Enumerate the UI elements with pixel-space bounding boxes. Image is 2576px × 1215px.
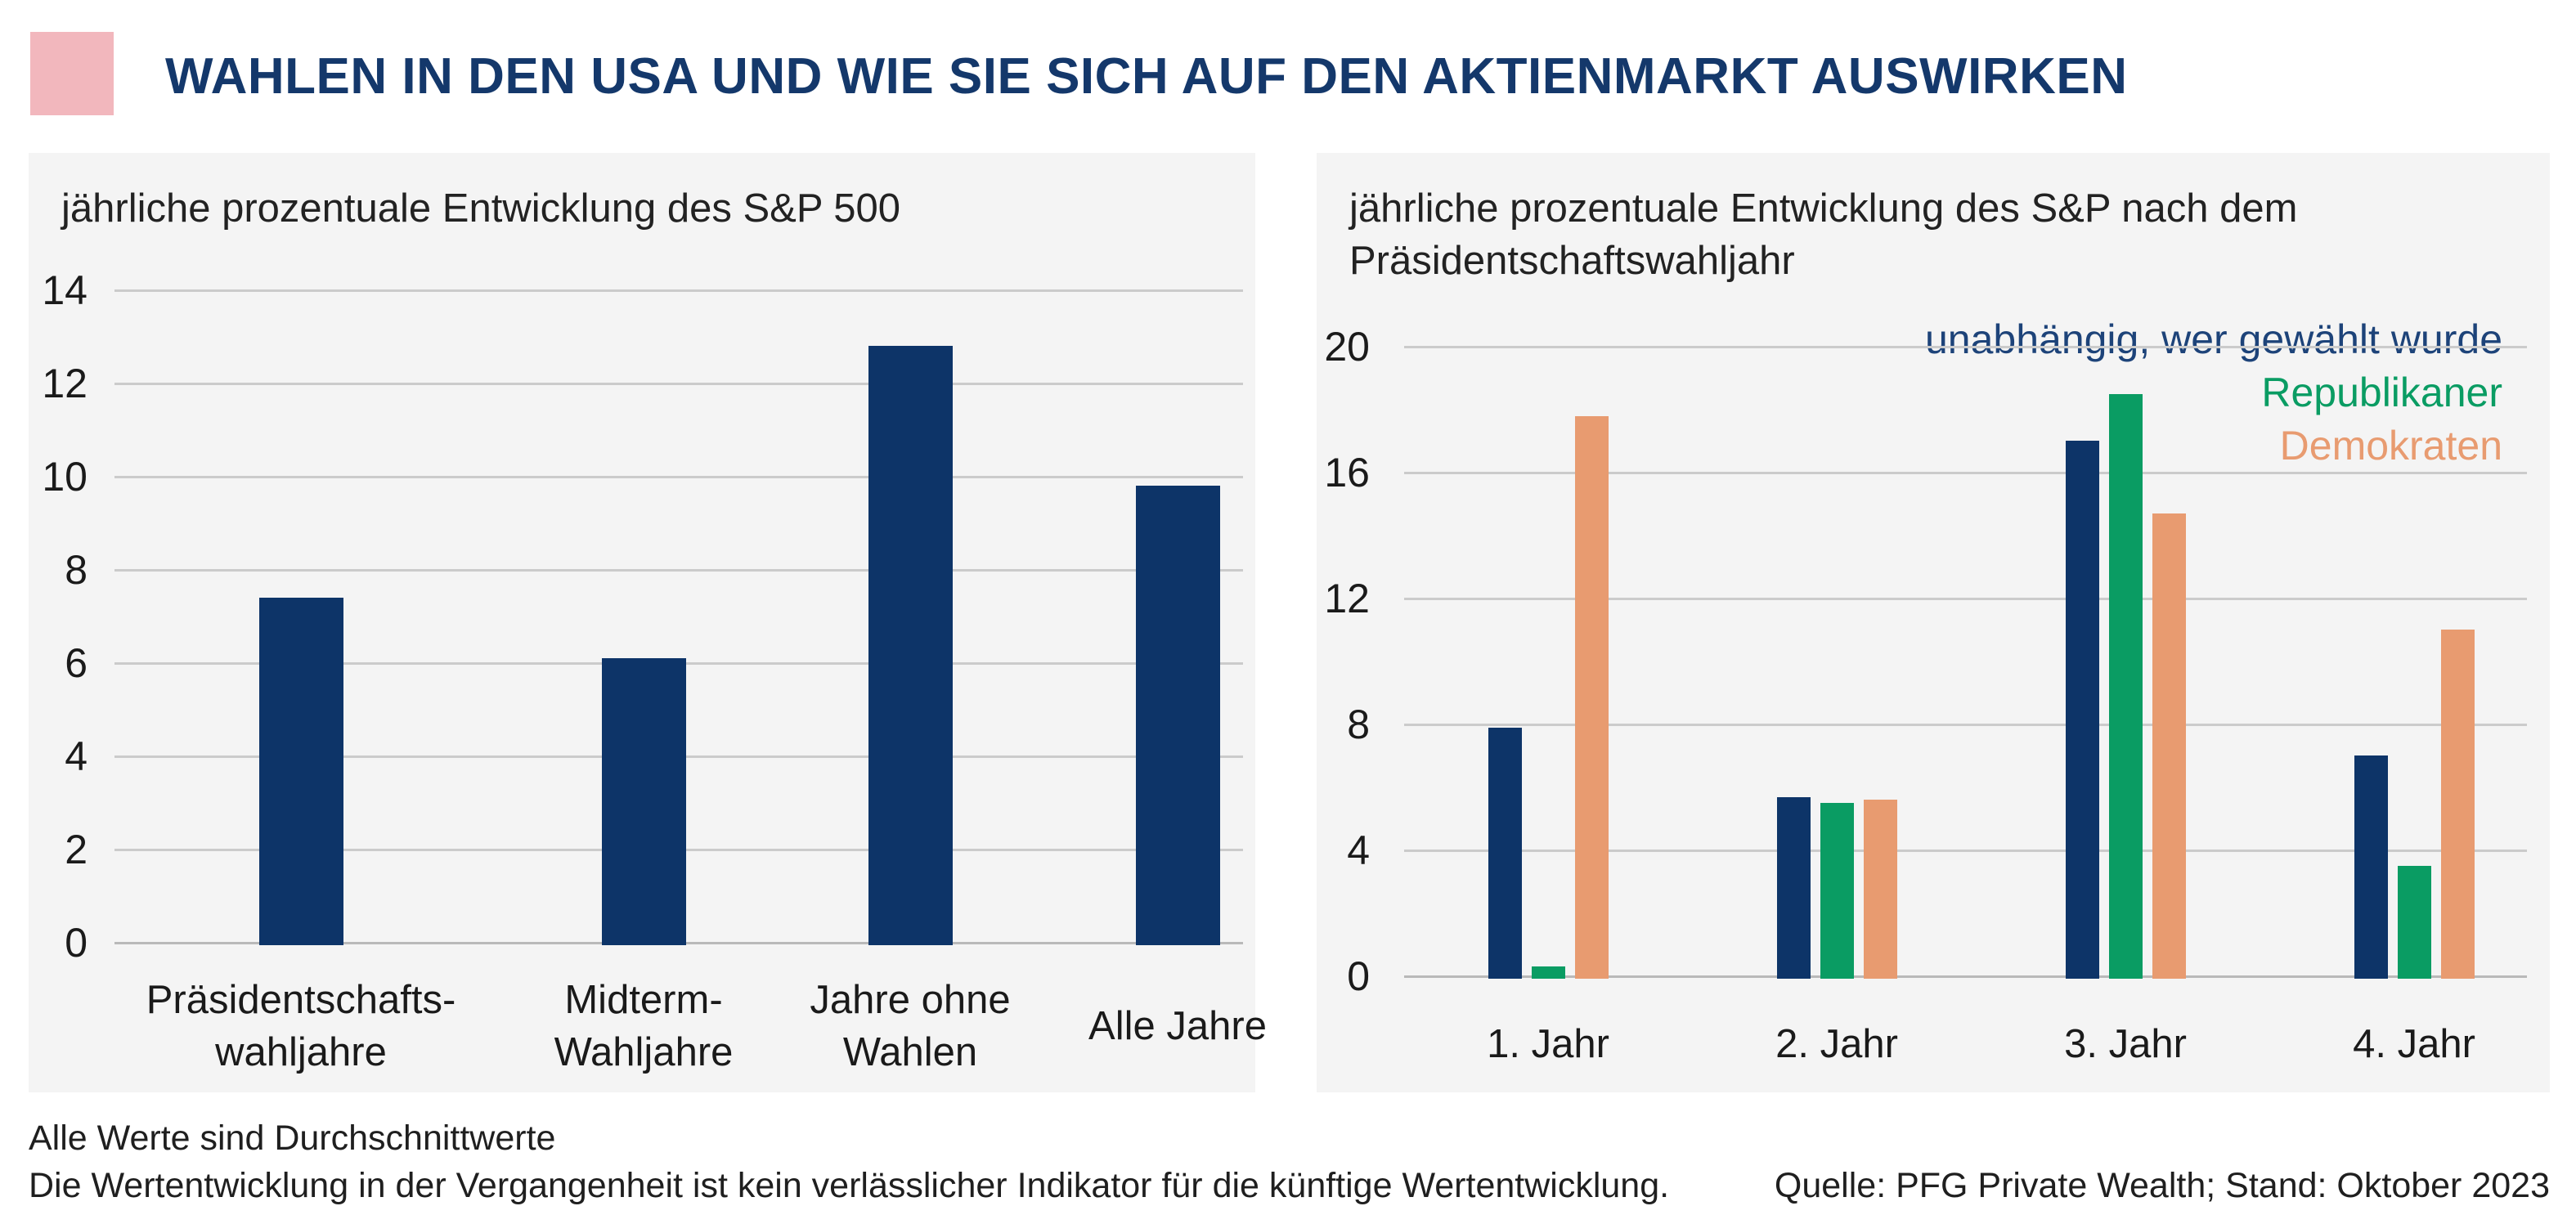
gridline-y-8: [114, 569, 1243, 572]
left-x-label-0: Präsidentschafts-wahljahre: [125, 971, 477, 1082]
footnote-averages: Alle Werte sind Durchschnittwerte: [29, 1119, 556, 1158]
gridline-y-20: [1404, 346, 2527, 348]
left-x-label-line: Wahljahre: [554, 1030, 734, 1074]
gridline-y-4: [1404, 850, 2527, 852]
right-chart-bar-group3-series1: [2397, 866, 2431, 979]
right-chart-bar-group1-series0: [1776, 797, 1811, 979]
y-tick-label-6: 6: [65, 640, 88, 686]
right-chart-bar-group1-series1: [1820, 803, 1854, 979]
right-chart-bar-group1-series2: [1863, 800, 1897, 979]
gridline-y-12: [1404, 598, 2527, 600]
y-tick-label-8: 8: [1347, 702, 1370, 747]
footnote-disclaimer: Die Wertentwicklung in der Vergangenheit…: [29, 1166, 1670, 1205]
y-tick-label-0: 0: [65, 920, 88, 966]
right-chart-bar-group0-series2: [1574, 416, 1609, 979]
gridline-y-10: [114, 476, 1243, 478]
gridline-y-14: [114, 289, 1243, 292]
gridline-y-0: [1404, 975, 2527, 978]
y-tick-label-20: 20: [1324, 324, 1370, 370]
left-chart-bar-3: [1135, 486, 1220, 945]
gridline-y-12: [114, 383, 1243, 385]
left-chart-bar-0: [258, 598, 343, 945]
left-x-label-3: Alle Jahre: [1002, 971, 1353, 1082]
gridline-y-16: [1404, 472, 2527, 474]
legend-entry-2: Demokraten: [2279, 423, 2502, 469]
left-chart-panel: jährliche prozentuale Entwicklung des S&…: [29, 153, 1267, 1092]
y-tick-label-4: 4: [1347, 827, 1370, 873]
left-x-label-line: Midterm-: [564, 978, 723, 1022]
left-x-label-2: Jahre ohne Wahlen: [734, 971, 1086, 1082]
right-chart-bar-group0-series1: [1531, 966, 1565, 979]
left-x-label-1: Midterm- Wahljahre: [468, 971, 819, 1082]
y-tick-label-2: 2: [65, 827, 88, 872]
y-tick-label-4: 4: [65, 733, 88, 779]
right-chart-title-line-2: Präsidentschaftswahljahr: [1349, 239, 1795, 283]
left-chart-bar-2: [868, 346, 953, 945]
page-title: WAHLEN IN DEN USA UND WIE SIE SICH AUF D…: [165, 48, 2128, 105]
y-tick-label-16: 16: [1324, 450, 1370, 495]
right-chart-bar-group2-series2: [2152, 513, 2186, 979]
legend: unabhängig, wer gewählt wurde Republikane…: [1925, 313, 2502, 473]
right-chart-title-line-1: jährliche prozentuale Entwicklung des S&…: [1349, 186, 2298, 231]
left-chart-bar-1: [601, 658, 686, 945]
y-tick-label-14: 14: [42, 267, 88, 313]
left-chart-title: jährliche prozentuale Entwicklung des S&…: [61, 186, 901, 231]
right-chart-bar-group3-series0: [2354, 755, 2388, 979]
y-tick-label-12: 12: [42, 361, 88, 406]
right-x-label-1: 2. Jahr: [1775, 1022, 1898, 1066]
gridline-y-8: [1404, 724, 2527, 726]
y-tick-label-8: 8: [65, 547, 88, 593]
source-caption: Quelle: PFG Private Wealth; Stand: Oktob…: [1774, 1166, 2550, 1205]
left-x-label-line: Präsidentschafts-: [146, 978, 456, 1022]
right-chart-bar-group3-series2: [2440, 630, 2475, 979]
right-chart-bar-group0-series0: [1488, 728, 1522, 979]
left-x-label-line: Jahre ohne: [810, 978, 1011, 1022]
y-tick-label-0: 0: [1347, 953, 1370, 999]
legend-entry-1: Republikaner: [2261, 370, 2502, 415]
left-x-label-line: Wahlen: [842, 1030, 978, 1074]
right-chart-title: jährliche prozentuale Entwicklung des S&…: [1349, 182, 2297, 287]
left-x-label-line: Alle Jahre: [1088, 1004, 1267, 1048]
right-chart-bar-group2-series0: [2065, 441, 2099, 979]
y-tick-label-12: 12: [1324, 576, 1370, 621]
right-chart-panel: jährliche prozentuale Entwicklung des S&…: [1317, 153, 2550, 1092]
right-x-label-0: 1. Jahr: [1487, 1022, 1609, 1066]
brand-accent-square: [30, 32, 114, 115]
y-tick-label-10: 10: [42, 454, 88, 500]
right-x-label-2: 3. Jahr: [2064, 1022, 2187, 1066]
right-chart-bar-group2-series1: [2108, 394, 2143, 979]
left-x-label-line: wahljahre: [215, 1030, 387, 1074]
right-x-label-3: 4. Jahr: [2353, 1022, 2475, 1066]
legend-entry-0: unabhängig, wer gewählt wurde: [1924, 316, 2502, 362]
